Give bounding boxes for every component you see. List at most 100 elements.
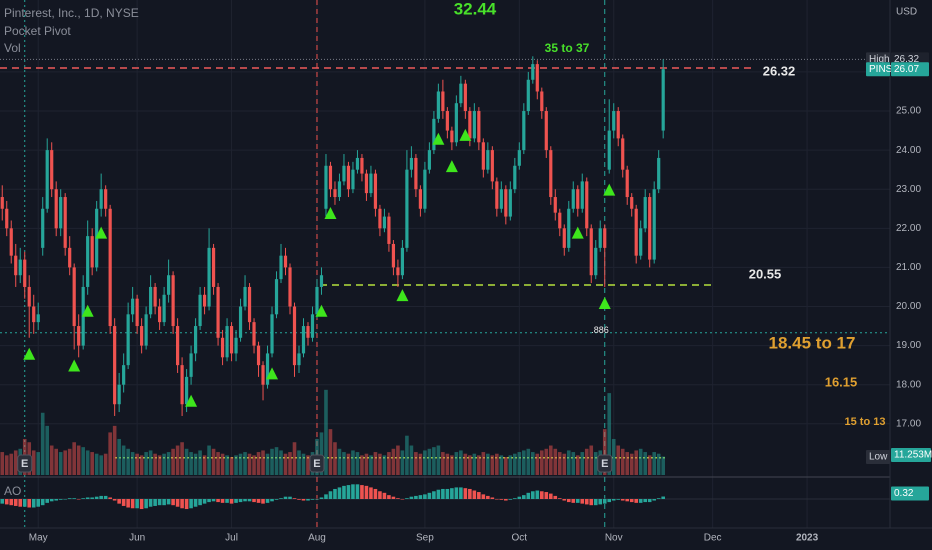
candle-body bbox=[405, 169, 409, 248]
x-tick-label: Dec bbox=[704, 533, 722, 544]
candle-body bbox=[225, 326, 229, 358]
ao-bar bbox=[288, 496, 292, 499]
ao-bar bbox=[292, 498, 297, 499]
earnings-icon bbox=[597, 454, 613, 473]
ao-bar bbox=[625, 499, 630, 502]
candle-body bbox=[36, 314, 40, 323]
ao-bar bbox=[306, 499, 310, 501]
ao-bar bbox=[638, 499, 643, 503]
ao-bar bbox=[580, 499, 585, 504]
volume-bar bbox=[463, 453, 468, 475]
volume-bar bbox=[279, 450, 283, 475]
volume-bar bbox=[139, 455, 144, 475]
x-tick-label: Aug bbox=[308, 533, 326, 544]
ao-bar bbox=[139, 499, 144, 510]
volume-bar bbox=[620, 448, 625, 475]
volume-bar bbox=[544, 448, 549, 475]
ao-bar bbox=[634, 499, 639, 503]
volume-bar bbox=[535, 453, 540, 475]
currency: USD bbox=[896, 7, 917, 18]
candle-body bbox=[9, 228, 13, 256]
candle-body bbox=[459, 83, 463, 104]
volume-bar bbox=[45, 425, 50, 475]
volume-bar bbox=[148, 450, 153, 475]
candle-body bbox=[585, 181, 589, 229]
candle-body bbox=[122, 365, 126, 385]
candle-body bbox=[607, 130, 611, 170]
pivot-marker bbox=[571, 226, 584, 239]
volume-bar bbox=[261, 450, 265, 475]
grid bbox=[0, 0, 890, 528]
annotation: 32.44 bbox=[454, 0, 497, 18]
ao-bar bbox=[234, 499, 238, 503]
y-tick-label: 24.00 bbox=[896, 145, 921, 156]
ao-bar bbox=[441, 488, 445, 499]
pivot-marker bbox=[603, 183, 616, 196]
volume-bar bbox=[283, 453, 288, 475]
candle-body bbox=[279, 255, 283, 280]
ao-bar bbox=[450, 488, 454, 499]
volume-bar bbox=[553, 448, 558, 475]
candle-body bbox=[126, 314, 130, 366]
candle-body bbox=[50, 150, 54, 190]
ao-bar bbox=[445, 488, 450, 499]
ao-bar bbox=[0, 499, 5, 504]
candle-body bbox=[400, 247, 405, 276]
volume-bar bbox=[162, 453, 166, 475]
candle-body bbox=[648, 197, 652, 260]
ao-bar bbox=[643, 499, 648, 503]
ao-bar bbox=[216, 499, 220, 503]
candle-body bbox=[238, 306, 243, 338]
ao-bar bbox=[508, 499, 513, 500]
x-tick-label: Oct bbox=[512, 533, 528, 544]
earnings-icon-label: E bbox=[601, 458, 608, 470]
volume-bar bbox=[40, 412, 45, 475]
y-tick-label: 18.00 bbox=[896, 379, 921, 390]
x-tick-label: Jul bbox=[225, 533, 238, 544]
candle-body bbox=[486, 150, 490, 170]
volume-bar bbox=[0, 452, 5, 475]
candle-body bbox=[612, 111, 616, 131]
volume-bar bbox=[90, 452, 94, 475]
pivot-marker bbox=[598, 296, 611, 309]
volume-bar bbox=[351, 450, 355, 475]
ao-bar bbox=[557, 498, 562, 499]
volume-tag: 11.253M bbox=[894, 450, 932, 461]
ao-bar bbox=[531, 491, 535, 499]
volume-bar bbox=[387, 452, 391, 475]
volume-bar bbox=[647, 455, 652, 475]
candle-body bbox=[549, 150, 553, 198]
ao-bar bbox=[252, 499, 256, 503]
candle-body bbox=[252, 322, 256, 346]
ao-bar bbox=[261, 499, 265, 504]
ao-bar bbox=[31, 499, 36, 508]
volume-bar bbox=[454, 452, 459, 475]
ao-bar bbox=[130, 499, 135, 509]
volume-bar bbox=[629, 453, 634, 475]
volume-bar bbox=[292, 442, 297, 475]
volume-bar bbox=[643, 452, 648, 475]
ao-bar bbox=[548, 493, 553, 499]
ao-bar bbox=[495, 499, 499, 500]
ao-bar bbox=[189, 499, 193, 509]
ao-bar bbox=[310, 499, 315, 500]
pivot-marker bbox=[185, 394, 198, 407]
candle-body bbox=[32, 306, 36, 323]
volume-bar bbox=[288, 452, 292, 475]
ao-bar bbox=[81, 498, 85, 499]
candle-body bbox=[589, 228, 593, 276]
ao-bar bbox=[184, 499, 189, 510]
volume-bar bbox=[117, 438, 121, 475]
ao-bar bbox=[432, 491, 436, 499]
candle-body bbox=[369, 173, 373, 194]
ao-bar bbox=[423, 494, 427, 499]
volume-bar bbox=[135, 453, 139, 475]
candle-body bbox=[63, 197, 67, 248]
volume-bar bbox=[625, 452, 630, 475]
volume-bar bbox=[589, 445, 594, 475]
candle-body bbox=[297, 353, 301, 366]
volume-bar bbox=[229, 456, 234, 475]
candle-body bbox=[616, 111, 620, 139]
ao-bar bbox=[58, 499, 63, 500]
